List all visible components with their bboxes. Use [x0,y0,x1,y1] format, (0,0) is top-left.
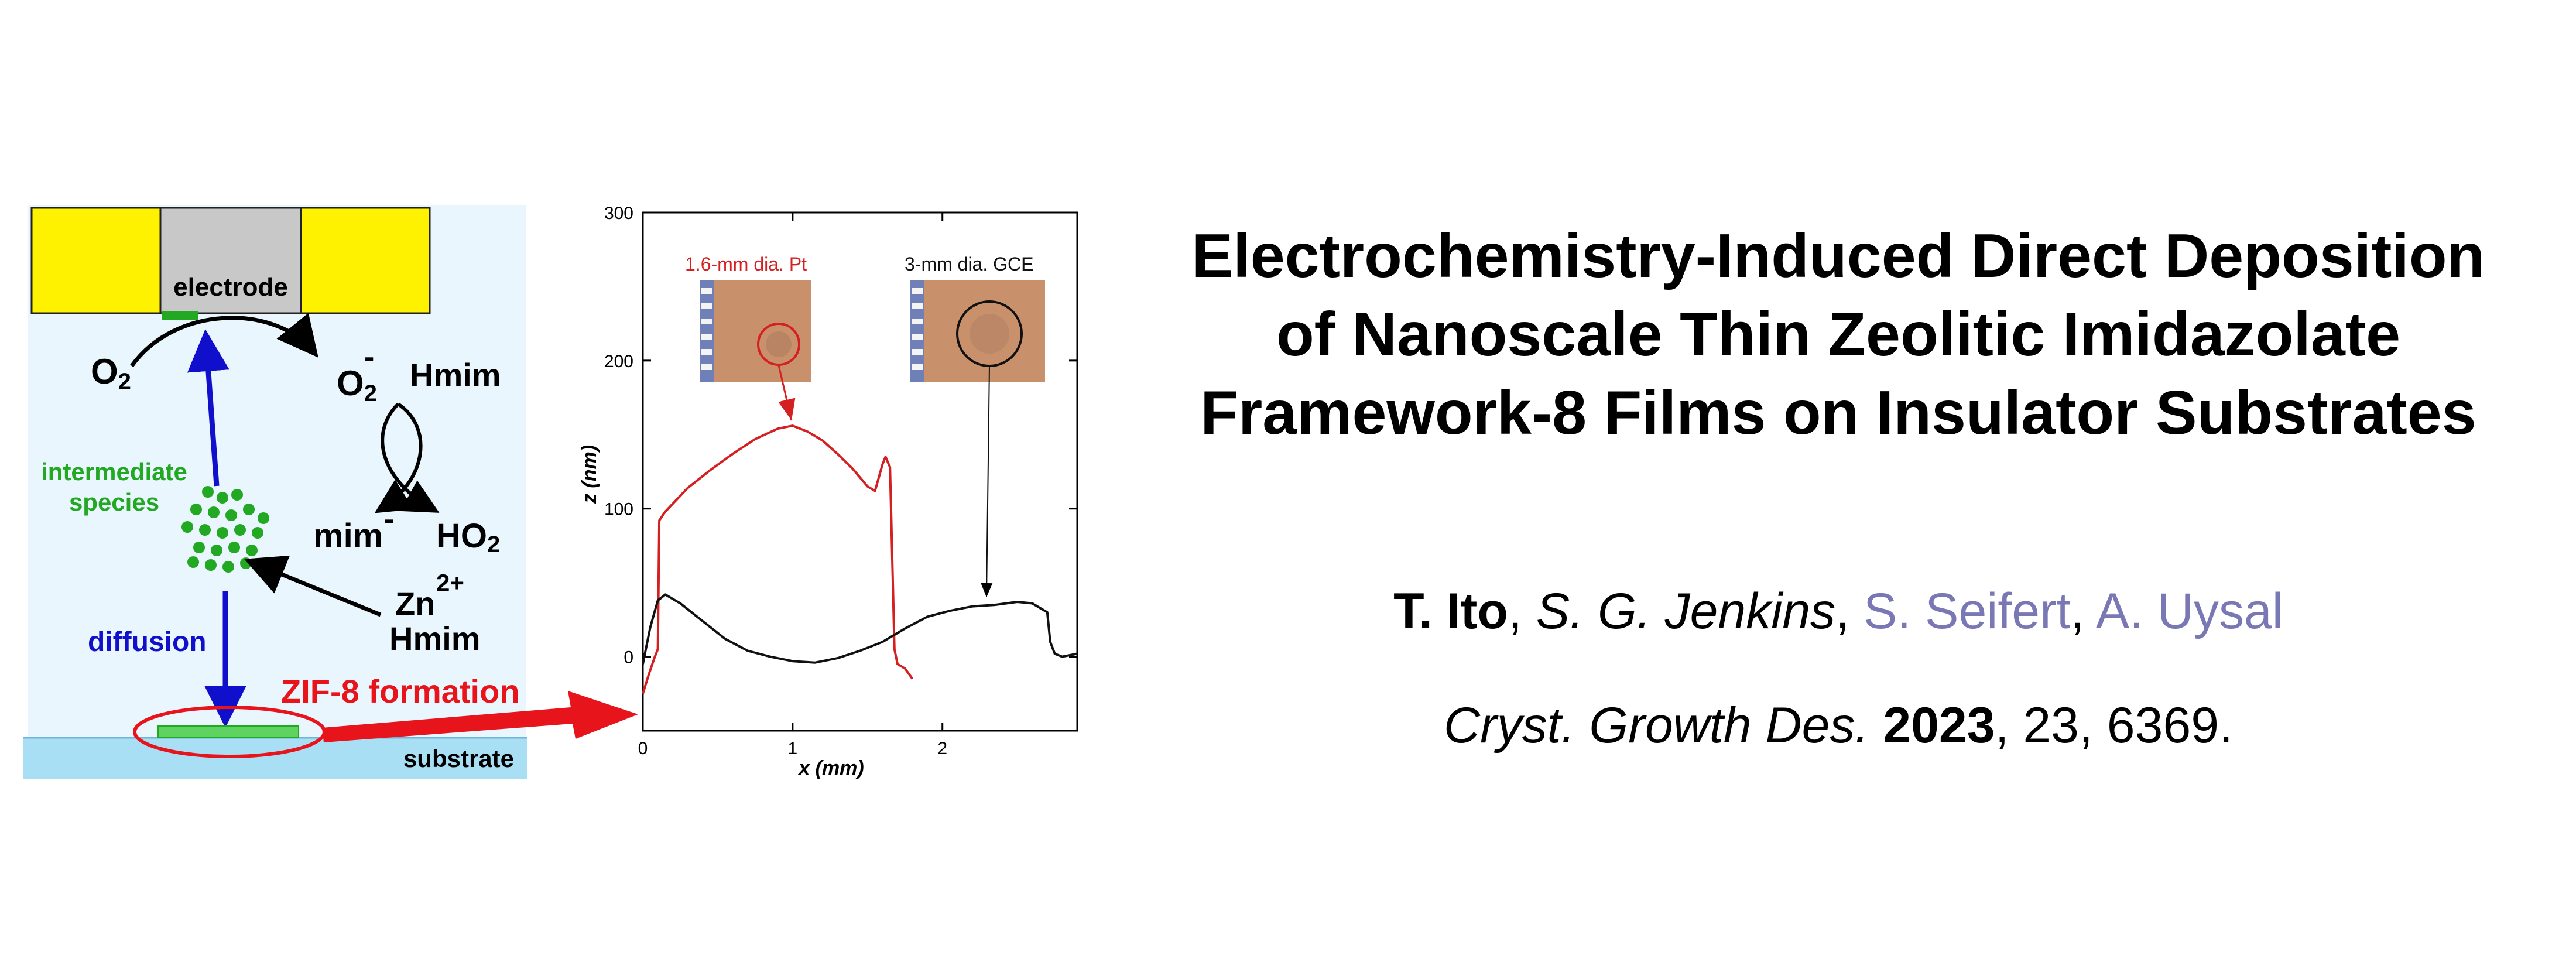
electrode-center [159,207,302,314]
mim-label: mim - [313,500,395,555]
zif-formation-label: ZIF-8 formation [281,673,520,710]
author-list: T. Ito, S. G. Jenkins, S. Seifert, A. Uy… [1101,583,2576,641]
o2-reduction-arrow [130,313,318,368]
svg-text:-: - [364,340,374,374]
title-line-2: of Nanoscale Thin Zeolitic Imidazolate [1276,300,2401,369]
series-group [642,424,1078,694]
x-tick-label: 2 [937,739,947,758]
svg-text:O2: O2 [337,364,377,406]
superoxide-label: O2 - [337,340,377,406]
x-tick-label: 0 [638,739,648,758]
gce-photo-inset [910,280,1045,382]
pt-annotation: 1.6-mm dia. Pt [685,254,807,275]
author-3: S. Seifert [1863,583,2071,639]
title-heading: Electrochemistry-Induced Direct Depositi… [1101,217,2576,452]
svg-text:HO2: HO2 [436,517,500,557]
publication-year: 2023 [1883,697,1995,754]
y-axis-label: z (nm) [578,445,601,504]
author-separator: , [1508,583,1536,639]
gce-profile-line [642,593,1078,665]
x-tick-label: 1 [788,739,798,758]
profilometry-chart: 300 200 100 0 0 1 2 z (nm) x (mm) 1.6-mm dia.… [578,204,1078,779]
substrate-label: substrate [403,745,514,772]
electrode-left-block [30,207,162,314]
author-4: A. Uysal [2095,583,2283,639]
electrode-right-block [300,207,431,314]
ho2-label: HO2 [436,517,500,557]
x-axis-ticks: 0 1 2 [638,213,947,758]
zif-film [157,725,299,738]
zn-label: Zn 2+ [395,569,464,622]
y-axis-ticks: 300 200 100 0 [604,204,1077,667]
gce-annotation: 3-mm dia. GCE [905,254,1033,275]
title-line-3: Framework-8 Films on Insulator Substrate… [1200,378,2476,447]
svg-text:2+: 2+ [436,569,464,597]
pt-pointer-arrow [777,365,796,421]
gce-pointer-arrow [981,365,993,598]
volume-pages: , 23, 6369. [1995,697,2234,754]
journal-name: Cryst. Growth Des. [1443,697,1869,754]
author-2: S. G. Jenkins [1536,583,1836,639]
y-tick-label: 200 [604,352,633,371]
electrode-deposit [162,311,198,320]
svg-text:O2: O2 [91,352,131,395]
substrate [23,738,527,779]
hmim-label-top: Hmim [410,357,501,393]
zif-to-graph-arrow [322,691,638,742]
graphical-abstract-figure: electrode O2 O2 - Hmim mim - HO2 interme… [0,0,1101,966]
reaction-scheme: electrode O2 O2 - Hmim mim - HO2 interme… [23,205,638,779]
title-line-1: Electrochemistry-Induced Direct Depositi… [1191,221,2485,290]
svg-text:mim: mim [313,517,383,555]
hmim-label-bottom: Hmim [389,620,481,657]
author-1: T. Ito [1393,583,1508,639]
upward-diffusion-arrow [187,329,229,487]
intermediate-label-1: intermediate [41,458,187,485]
intermediate-species-dots [181,486,269,573]
zn-complexation-arrow [244,555,382,617]
pt-electrode-circle [757,323,800,366]
paper-title: Electrochemistry-Induced Direct Depositi… [1101,217,2576,452]
author-separator: , [1835,583,1864,639]
proton-transfer-arrow-right [381,402,440,513]
svg-text:Zn: Zn [395,585,435,622]
journal-citation: Cryst. Growth Des. 2023, 23, 6369. [1101,697,2576,755]
author-separator: , [2070,583,2096,639]
diffusion-label: diffusion [88,626,207,658]
pt-profile-line [642,424,914,694]
proton-transfer-arrow-left [374,402,423,513]
intermediate-label-2: species [69,488,159,516]
electrode-label: electrode [173,273,288,302]
x-axis-label: x (mm) [797,757,864,779]
o2-label: O2 [91,352,131,395]
y-tick-label: 0 [624,648,633,667]
figure-svg: electrode O2 O2 - Hmim mim - HO2 interme… [23,204,1078,779]
svg-text:-: - [383,500,395,537]
y-tick-label: 300 [604,204,633,223]
y-tick-label: 100 [604,500,633,519]
pt-photo-inset [700,280,811,382]
